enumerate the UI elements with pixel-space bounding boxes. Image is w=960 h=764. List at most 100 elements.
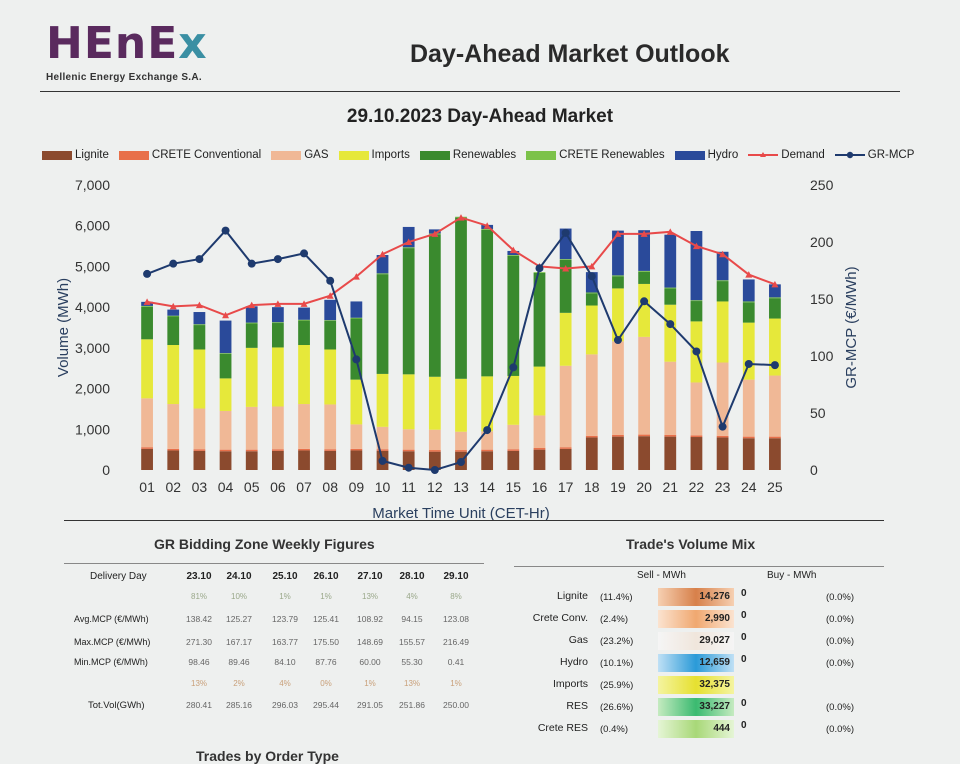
bar-crete-conventional — [559, 447, 572, 449]
weekly-day-header: 23.10 — [186, 571, 212, 582]
mix-row-label: Imports — [552, 678, 588, 690]
bar-imports — [612, 288, 624, 342]
bar-crete-conventional — [193, 449, 206, 451]
bar-imports — [481, 376, 494, 432]
bar-imports — [193, 349, 206, 409]
bar-hydro — [638, 230, 651, 271]
mix-buy-pct: (0.0%) — [826, 614, 854, 625]
mix-row-label: Lignite — [557, 590, 588, 602]
x-tick-label: 04 — [218, 479, 234, 495]
bar-renewables — [245, 323, 258, 348]
chart-legend: Lignite CRETE Conventional GAS Imports Renew… — [42, 149, 914, 161]
bar-gas — [742, 379, 755, 437]
bar-lignite — [428, 451, 441, 470]
mix-row-label: Hydro — [559, 656, 588, 668]
bar-renewables — [141, 306, 153, 340]
mix-buy-pct: (0.0%) — [826, 724, 854, 735]
bar-crete-renewables — [298, 319, 310, 321]
bar-renewables — [428, 234, 441, 377]
bar-crete-conventional — [402, 449, 415, 452]
bar-hydro — [193, 312, 206, 325]
legend-item-crete-renewables: CRETE Renewables — [526, 149, 665, 161]
point-demand — [379, 250, 387, 258]
bar-renewables — [219, 353, 232, 379]
weekly-value: 163.77 — [272, 637, 298, 647]
weekly-change-bottom: 4% — [279, 679, 291, 688]
bar-imports — [559, 312, 572, 366]
bar-crete-conventional — [769, 436, 781, 439]
bar-crete-conventional — [742, 436, 755, 439]
weekly-change-top: 1% — [279, 592, 291, 601]
mix-buy-value: 0 — [741, 632, 747, 643]
point-demand — [457, 214, 465, 221]
weekly-value: 89.46 — [228, 657, 250, 667]
x-tick-label: 16 — [532, 479, 548, 495]
bar-lignite — [481, 451, 494, 470]
x-tick-label: 02 — [165, 479, 181, 495]
bar-hydro — [716, 251, 729, 281]
weekly-value: 175.50 — [313, 637, 339, 647]
legend-label: Renewables — [452, 149, 517, 161]
bar-lignite — [271, 450, 284, 470]
bar-gas — [690, 382, 703, 436]
henex-logo: HEnEx Hellenic Energy Exchange S.A. — [46, 22, 208, 84]
x-tick-label: 07 — [296, 479, 312, 495]
bar-gas — [298, 404, 310, 449]
point-gr-mcp — [509, 363, 518, 372]
bar-lignite — [638, 436, 651, 470]
bar-imports — [664, 304, 677, 362]
point-gr-mcp — [692, 347, 701, 356]
point-demand — [405, 238, 413, 245]
bar-lignite — [298, 450, 310, 470]
bar-imports — [507, 375, 520, 425]
bar-imports — [376, 373, 389, 427]
mix-buy-pct: (0.0%) — [826, 592, 854, 603]
y2-axis-label: GR-MCP (€/MWh) — [843, 266, 860, 388]
mix-sell-pct: (23.2%) — [600, 636, 634, 647]
total-volume-value: 295.44 — [313, 700, 339, 710]
bar-crete-renewables — [533, 272, 546, 273]
mix-buy-pct: (0.0%) — [826, 702, 854, 713]
bar-crete-conventional — [141, 447, 153, 449]
bar-crete-renewables — [690, 300, 703, 302]
bar-crete-conventional — [271, 449, 284, 451]
point-demand — [222, 311, 230, 319]
point-gr-mcp — [221, 226, 230, 235]
x-tick-label: 24 — [741, 479, 757, 495]
y2-tick-label: 250 — [810, 177, 834, 193]
bar-lignite — [167, 450, 180, 470]
point-demand — [195, 301, 203, 309]
point-demand — [640, 230, 648, 237]
weekly-value: 216.49 — [443, 637, 469, 647]
weekly-value: 123.08 — [443, 614, 469, 624]
x-tick-label: 14 — [479, 479, 495, 495]
trades-by-order-type-title: Trades by Order Type — [196, 748, 339, 764]
bar-renewables — [716, 281, 729, 302]
total-volume-value: 291.05 — [357, 700, 383, 710]
bar-lignite — [742, 438, 755, 470]
bar-lignite — [769, 438, 781, 470]
y2-tick-label: 100 — [810, 348, 834, 364]
bar-hydro — [690, 231, 703, 301]
bar-crete-conventional — [585, 435, 598, 438]
weekly-change-top: 8% — [450, 592, 462, 601]
market-chart: 01,0002,0003,0004,0005,0006,0007,0000501… — [55, 177, 860, 522]
total-volume-value: 251.86 — [399, 700, 425, 710]
logo-subtitle: Hellenic Energy Exchange S.A. — [46, 72, 202, 83]
weekly-change-bottom: 13% — [403, 679, 421, 688]
total-volume-value: 285.16 — [226, 700, 252, 710]
y2-tick-label: 150 — [810, 291, 834, 307]
bar-hydro — [245, 306, 258, 323]
x-tick-label: 12 — [427, 479, 443, 495]
bar-gas — [716, 362, 729, 436]
bar-crete-renewables — [585, 292, 598, 294]
bar-hydro — [324, 299, 337, 321]
legend-swatch — [674, 150, 705, 160]
mix-buy-pct: (0.0%) — [826, 658, 854, 669]
mix-buy-value: 0 — [741, 720, 747, 731]
y-axis-label: Volume (MWh) — [55, 278, 72, 377]
weekly-day-header: 27.10 — [357, 571, 383, 582]
mix-row-label: Crete Conv. — [532, 612, 588, 624]
point-gr-mcp — [666, 320, 675, 329]
point-gr-mcp — [718, 422, 727, 431]
